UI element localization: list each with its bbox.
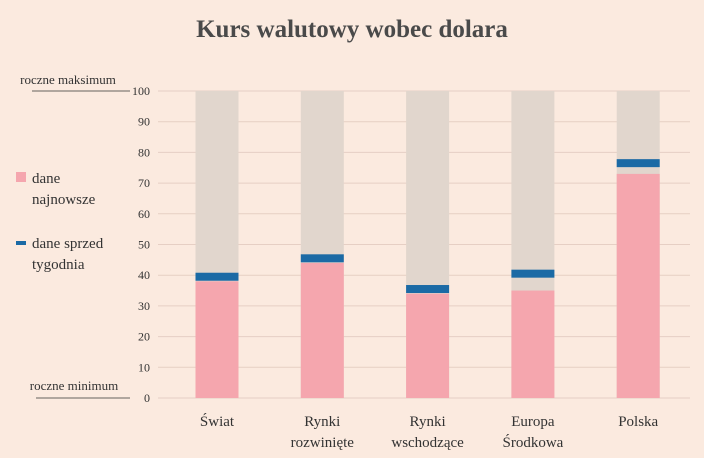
y-tick-label: 80	[138, 145, 150, 159]
legend-marker-week-ago	[16, 241, 26, 245]
y-tick-label: 70	[138, 176, 150, 190]
y-tick-label: 50	[138, 238, 150, 252]
y-tick-label: 30	[138, 299, 150, 313]
y-tick-label: 100	[132, 84, 150, 98]
y-tick-label: 10	[138, 360, 150, 374]
y-tick-label: 60	[138, 207, 150, 221]
week-ago-marker	[195, 272, 239, 281]
week-ago-marker	[511, 269, 555, 278]
x-tick-label: Rynki wschodzące	[391, 414, 464, 451]
week-ago-marker	[616, 159, 660, 168]
annotation-min: roczne minimum	[30, 378, 118, 393]
y-tick-label: 40	[138, 268, 150, 282]
y-tick-label: 0	[144, 391, 150, 405]
y-tick-label: 20	[138, 330, 150, 344]
legend-label-week-ago: dane sprzed tygodnia	[32, 236, 104, 273]
latest-bar	[195, 281, 239, 398]
latest-bar	[406, 293, 450, 398]
x-tick-label: Świat	[200, 413, 235, 430]
bars	[195, 91, 660, 398]
week-ago-marker	[300, 254, 344, 263]
legend: dane najnowsze dane sprzed tygodnia	[16, 171, 104, 273]
week-ago-marker	[406, 285, 450, 294]
chart-title: Kurs walutowy wobec dolara	[196, 16, 508, 43]
latest-bar	[616, 173, 660, 398]
x-tick-label: Europa Środkowa	[502, 414, 563, 451]
annotation-max: roczne maksimum	[20, 72, 116, 87]
range-annotations: roczne maksimum roczne minimum	[20, 72, 130, 399]
y-axis-ticks: 0 10 20 30 40 50 60 70 80 90 100	[132, 84, 150, 405]
x-axis-labels: Świat Rynki rozwinięte Rynki wschodzące Europ…	[200, 413, 659, 451]
x-tick-label: Rynki rozwinięte	[291, 414, 355, 451]
legend-label-latest: dane najnowsze	[32, 171, 96, 208]
x-tick-label: Polska	[618, 414, 658, 430]
y-tick-label: 90	[138, 115, 150, 129]
legend-marker-latest	[16, 172, 26, 182]
latest-bar	[300, 262, 344, 398]
latest-bar	[511, 290, 555, 398]
